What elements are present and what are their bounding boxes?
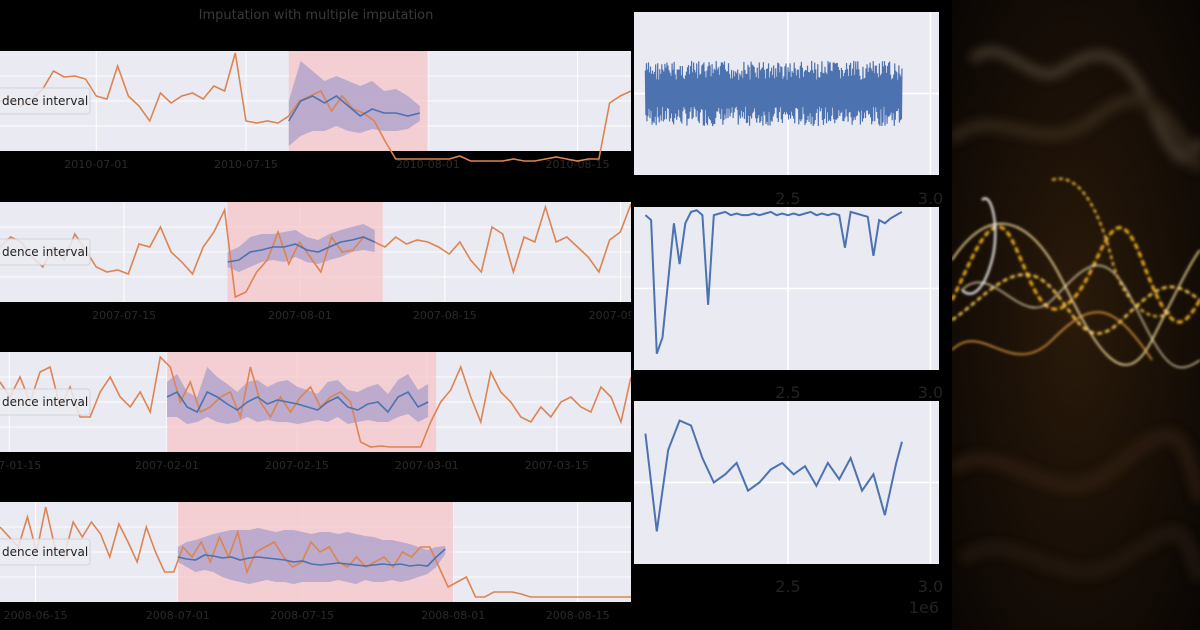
x-tick-label: 2008-07-15: [270, 609, 334, 622]
dense-series-line: [644, 60, 903, 127]
x-tick-label: 2010-07-01: [64, 158, 128, 171]
legend-label: dence interval: [2, 545, 88, 559]
x-tick-label: 2007-07-15: [92, 309, 156, 322]
confidence-band: [227, 224, 375, 272]
x-tick-label: 3.0: [918, 383, 943, 402]
x-tick-label: 2010-08-15: [546, 158, 610, 171]
legend-label: dence interval: [2, 94, 88, 108]
subplot-4: 2008-06-15 2008-07-01 2008-07-15 2008-08-01…: [0, 502, 631, 622]
legend-box: [0, 538, 91, 566]
series-line: [644, 209, 903, 355]
imputed-line: [166, 390, 429, 414]
confidence-band: [167, 367, 429, 424]
imputed-line: [288, 95, 420, 122]
legend-label: dence interval: [2, 245, 88, 259]
confidence-band: [177, 528, 446, 584]
series-subplot-1: 2.5 3.0: [634, 12, 943, 208]
observed-line: [0, 355, 631, 448]
imputed-line: [177, 548, 446, 567]
observed-line: [0, 506, 631, 598]
legend-box: [0, 87, 91, 115]
x-tick-label: 2010-07-15: [214, 158, 278, 171]
light-trails-photo: [952, 0, 1200, 630]
x-tick-label: 3.0: [918, 189, 943, 208]
x-tick-label: 2007-03-01: [395, 459, 459, 472]
x-tick-label: 2007-01-15: [0, 459, 41, 472]
missing-region: [288, 51, 428, 151]
x-tick-label: 2008-08-01: [421, 609, 485, 622]
observed-line: [0, 52, 631, 162]
missing-region: [177, 502, 454, 602]
imputed-line: [227, 236, 376, 263]
x-tick-label: 2.5: [775, 383, 800, 402]
confidence-band: [288, 61, 420, 146]
x-tick-label: 2007-03-15: [525, 459, 589, 472]
legend-box: [0, 238, 91, 266]
series-line: [644, 419, 903, 532]
x-tick-label: 2007-08-01: [268, 309, 332, 322]
x-tick-label: 2010-08-01: [396, 158, 460, 171]
series-subplot-3: 2.5 3.0: [634, 401, 943, 596]
series-chart-panel: 2.5 3.0 2.5 3.0 2.5 3.0 1e6: [634, 0, 948, 630]
imputation-chart: Imputation with multiple imputation 2010-…: [0, 8, 631, 622]
x-tick-label: 2.5: [775, 189, 800, 208]
x-tick-label: 2008-06-15: [4, 609, 68, 622]
x-tick-label: 2008-08-15: [546, 609, 610, 622]
subplot-1: 2010-07-01 2010-07-15 2010-08-01 2010-08-15…: [0, 51, 631, 171]
missing-region: [167, 352, 437, 452]
x-tick-label: 2007-02-01: [135, 459, 199, 472]
series-chart: 2.5 3.0 2.5 3.0 2.5 3.0 1e6: [634, 12, 943, 617]
x-tick-label: 2007-02-15: [265, 459, 329, 472]
light-trails-image: [952, 0, 1200, 630]
subplot-3: 2007-01-15 2007-02-01 2007-02-15 2007-03-01…: [0, 352, 631, 472]
x-tick-label: 2.5: [775, 577, 800, 596]
suptitle: Imputation with multiple imputation: [199, 8, 434, 23]
imputation-chart-panel: Imputation with multiple imputation 2010-…: [0, 8, 631, 622]
x-tick-label: 3.0: [918, 577, 943, 596]
x-tick-label: 2007-09-01: [589, 309, 631, 322]
x-tick-label: 2007-08-15: [413, 309, 477, 322]
observed-line: [0, 203, 631, 299]
legend-label: dence interval: [2, 395, 88, 409]
series-subplot-2: 2.5 3.0: [634, 207, 943, 402]
x-offset-label: 1e6: [909, 598, 939, 617]
legend-box: [0, 388, 91, 416]
subplot-2: 2007-07-15 2007-08-01 2007-08-15 2007-09-01…: [0, 202, 631, 322]
x-tick-label: 2008-07-01: [146, 609, 210, 622]
